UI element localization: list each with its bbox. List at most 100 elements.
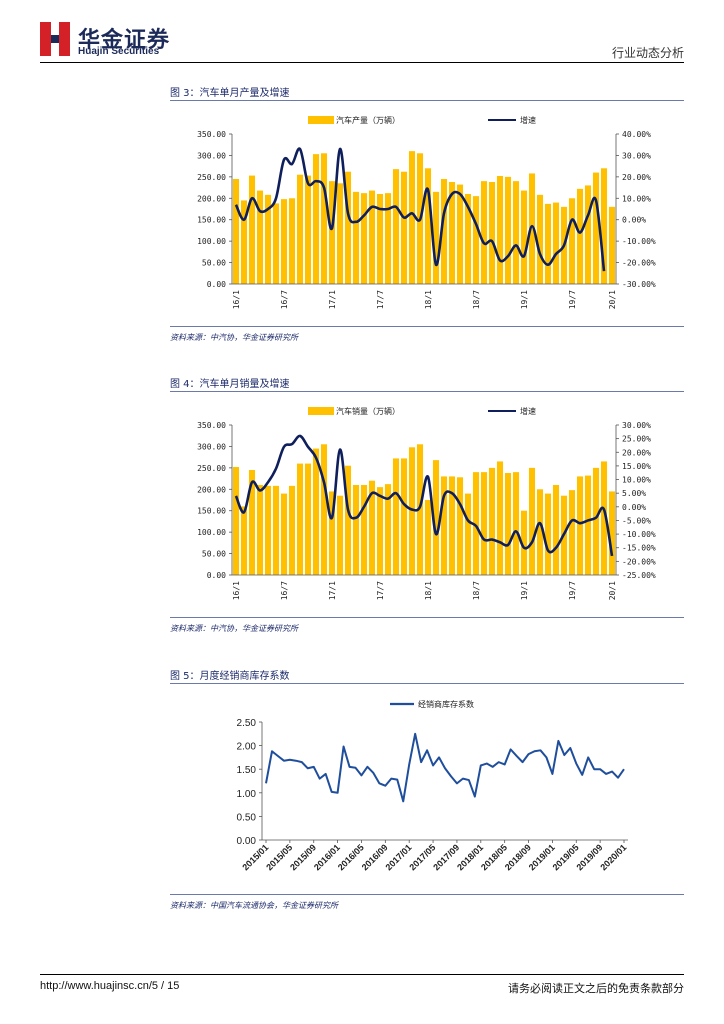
fig5-source: 资料来源：中国汽车流通协会，华金证券研究所: [170, 901, 338, 910]
fig4-bar: [512, 472, 520, 575]
fig4-bar: [496, 461, 504, 575]
fig3-bar: [536, 194, 544, 284]
fig4-bar: [480, 472, 488, 575]
fig3-bar: [328, 181, 336, 284]
fig3-chart: 汽车产量（万辆） 增速 350.00 300.00 250.00 200.00 150.00…: [197, 115, 656, 309]
fig3-x-label: 16/1: [232, 290, 241, 309]
fig4-bar: [368, 480, 376, 575]
fig4-bar: [248, 470, 256, 575]
fig3-top-rule: [170, 100, 684, 101]
footer-divider: [40, 974, 684, 975]
fig4-bar: [320, 444, 328, 575]
fig5-inventory-line: [265, 732, 625, 803]
fig3-legend-bar-label: 汽车产量（万辆）: [336, 115, 400, 125]
fig4-right-tick-label: 0.00%: [622, 503, 646, 512]
fig3-left-tick-label: 200.00: [197, 194, 226, 203]
fig3-x-label: 19/7: [568, 290, 577, 309]
fig4-bar: [456, 477, 464, 575]
fig4-bar: [424, 500, 432, 575]
fig3-right-tick-label: 40.00%: [622, 130, 651, 139]
fig4-x-label: 20/1: [608, 581, 617, 600]
fig4-x-label: 18/1: [424, 581, 433, 600]
fig4-left-tick-label: 50.00: [202, 550, 226, 559]
header-divider: [40, 62, 684, 63]
fig3-x-label: 19/1: [520, 290, 529, 309]
fig3-right-tick-label: -10.00%: [622, 237, 656, 246]
fig3-bar: [448, 182, 456, 284]
fig4-x-label: 16/1: [232, 581, 241, 600]
fig4-bar: [288, 485, 296, 575]
fig4-right-tick-label: 15.00%: [622, 462, 651, 471]
fig4-left-tick-label: 0.00: [207, 571, 226, 580]
fig4-right-tick-label: 5.00%: [622, 489, 646, 498]
fig3-bar: [592, 172, 600, 284]
fig4-x-label: 19/1: [520, 581, 529, 600]
fig5-chart: 经销商库存系数2.502.001.501.000.500.002015/0120…: [237, 699, 629, 872]
fig3-bar: [336, 183, 344, 284]
fig4-chart: 汽车销量（万辆） 增速 350.00 300.00 250.00 200.00 150.00…: [197, 406, 656, 600]
fig3-x-label: 18/7: [472, 290, 481, 309]
fig3-left-tick-label: 50.00: [202, 259, 226, 268]
fig4-right-tick-label: -25.00%: [622, 571, 656, 580]
fig4-bar: [568, 490, 576, 575]
fig3-bar: [320, 153, 328, 284]
fig3-bar: [296, 174, 304, 284]
fig3-bar: [528, 173, 536, 284]
fig3-source: 资料来源：中汽协，华金证券研究所: [170, 333, 298, 342]
fig4-right-tick-label: 20.00%: [622, 448, 651, 457]
fig4-legend-bar-swatch: [308, 407, 334, 415]
fig3-bar: [464, 194, 472, 284]
fig4-x-label: 19/7: [568, 581, 577, 600]
fig4-bar: [240, 506, 248, 575]
fig4-right-tick-label: -10.00%: [622, 530, 656, 539]
fig5-title: 图 5：月度经销商库存系数: [170, 671, 290, 682]
fig3-bar: [272, 203, 280, 284]
fig4-bar: [312, 448, 320, 575]
fig3-bar: [480, 181, 488, 284]
fig5-y-tick-label: 2.00: [237, 742, 257, 753]
fig4-bar: [440, 476, 448, 575]
fig4-bar: [296, 463, 304, 575]
fig4-bar: [520, 510, 528, 575]
fig4-source: 资料来源：中汽协，华金证券研究所: [170, 624, 298, 633]
fig4-bar: [384, 484, 392, 575]
fig3-left-tick-label: 0.00: [207, 280, 226, 289]
fig4-bar: [232, 467, 240, 575]
fig3-left-tick-label: 250.00: [197, 173, 226, 182]
fig3-right-tick-label: -20.00%: [622, 259, 656, 268]
fig4-bar: [576, 476, 584, 575]
fig3-bar: [584, 185, 592, 284]
fig4-bar: [544, 493, 552, 575]
fig4-x-label: 18/7: [472, 581, 481, 600]
fig5-y-tick-label: 1.00: [237, 789, 257, 800]
fig4-bar: [336, 495, 344, 575]
fig4-bar: [464, 493, 472, 575]
fig3-bar: [376, 194, 384, 284]
fig3-left-tick-label: 150.00: [197, 216, 226, 225]
fig4-right-tick-label: -15.00%: [622, 544, 656, 553]
fig4-right-tick-label: -5.00%: [622, 516, 651, 525]
fig4-top-rule: [170, 391, 684, 392]
fig3-x-label: 16/7: [280, 290, 289, 309]
fig3-bar: [344, 171, 352, 284]
fig4-right-tick-label: 30.00%: [622, 421, 651, 430]
fig4-bar: [488, 467, 496, 575]
fig3-right-tick-label: 10.00%: [622, 194, 651, 203]
footer-disclaimer: 请务必阅读正文之后的免责条款部分: [508, 982, 684, 995]
fig3-bottom-rule: [170, 326, 684, 327]
fig3-left-tick-label: 350.00: [197, 130, 226, 139]
fig3-bar: [440, 179, 448, 284]
fig3-bar: [360, 193, 368, 284]
fig5-y-tick-label: 0.50: [237, 812, 257, 823]
fig3-bar: [312, 154, 320, 284]
fig4-growth-line: [234, 434, 614, 557]
fig4-bar: [600, 461, 608, 575]
fig3-x-label: 17/7: [376, 290, 385, 309]
fig4-title: 图 4：汽车单月销量及增速: [170, 379, 290, 390]
fig4-left-tick-label: 200.00: [197, 485, 226, 494]
fig3-bar: [576, 188, 584, 284]
fig4-left-tick-label: 100.00: [197, 528, 226, 537]
fig5-legend-label: 经销商库存系数: [418, 699, 474, 709]
footer-url[interactable]: http://www.huajinsc.cn/5 / 15: [40, 980, 180, 992]
fig3-growth-line: [234, 147, 606, 272]
